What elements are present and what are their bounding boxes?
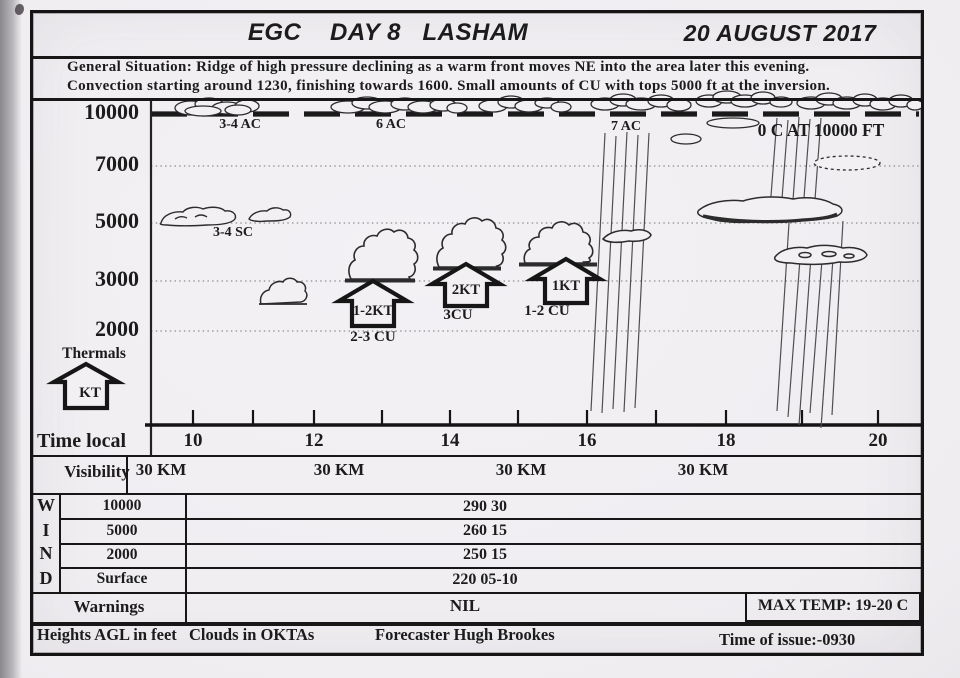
wind-level-surface: Surface [96, 570, 148, 587]
freezing-level-label: 0 C AT 10000 FT [757, 120, 885, 140]
wind-value-5000: 260 15 [463, 522, 507, 539]
warnings-label: Warnings [73, 597, 145, 616]
wind-row-divider-3 [59, 567, 921, 569]
small-cumulus [259, 277, 308, 305]
ac-right-label: 7 AC [611, 119, 641, 134]
photo-artifact [13, 2, 26, 17]
wind-letter-n: N [39, 543, 53, 563]
wind-level-divider [185, 493, 187, 622]
visibility-value-2: 30 KM [313, 460, 365, 479]
ac-dotted-cloud [813, 155, 881, 171]
page-date: 20 AUGUST 2017 [683, 20, 877, 46]
large-flat-cloud [697, 196, 843, 224]
footer-heights: Heights AGL in feet [37, 625, 177, 644]
footer-divider [33, 622, 921, 626]
page-title: EGC DAY 8 LASHAM [247, 19, 529, 46]
general-situation-divider [33, 98, 921, 101]
hour-label-20: 20 [868, 430, 888, 451]
wind-letter-d: D [39, 568, 53, 588]
hour-label-18: 18 [716, 430, 736, 451]
visibility-value-4: 30 KM [677, 460, 729, 479]
visibility-label: Visibility [64, 462, 130, 481]
max-temp-box: MAX TEMP: 19-20 C [745, 592, 921, 622]
title-divider [33, 56, 921, 59]
hour-label-12: 12 [304, 430, 324, 451]
wind-letter-i: I [42, 520, 50, 540]
ac-left-label: 3-4 AC [219, 117, 261, 132]
height-label-2000: 2000 [95, 316, 139, 341]
visibility-value-1: 30 KM [135, 460, 187, 479]
wind-value-surface: 220 05-10 [452, 571, 518, 588]
hour-label-10: 10 [183, 430, 203, 451]
visibility-divider [126, 455, 128, 493]
height-label-3000: 3000 [95, 266, 139, 291]
warnings-value: NIL [449, 596, 481, 615]
cumulus-3 [519, 221, 597, 267]
footer-forecaster: Forecaster Hugh Brookes [375, 625, 555, 644]
time-row-divider [33, 455, 921, 457]
wind-letter-divider [59, 493, 61, 592]
general-situation-line1: General Situation: Ridge of high pressur… [67, 59, 810, 75]
thermals-kt-label: KT [79, 385, 101, 401]
wind-letter-w: W [37, 495, 55, 515]
sc-clouds [159, 206, 292, 227]
cu2-amount-label: 3CU [443, 307, 473, 323]
hour-label-14: 14 [440, 430, 460, 451]
wind-row-divider-1 [59, 518, 921, 520]
virga-hatching [590, 116, 844, 429]
ac-mid-label: 6 AC [376, 117, 406, 132]
cu3-strength-label: 1KT [551, 278, 581, 294]
height-label-10000: 10000 [84, 99, 139, 124]
sc-label: 3-4 SC [212, 225, 254, 240]
wind-value-10000: 290 30 [463, 498, 507, 515]
hour-label-16: 16 [577, 430, 597, 451]
visibility-row-divider [33, 493, 921, 495]
time-axis-label: Time local [37, 430, 127, 452]
wind-level-2000: 2000 [106, 546, 138, 563]
cu2-strength-label: 2KT [451, 282, 481, 298]
height-label-5000: 5000 [95, 208, 139, 233]
textured-cloud [773, 244, 868, 266]
time-axis-ticks [191, 410, 880, 424]
cu1-strength-label: 1-2KT [352, 303, 394, 319]
wind-table-bottom-divider [33, 592, 921, 594]
cumulus-2 [433, 217, 507, 271]
footer-issue-time: Time of issue:-0930 [719, 630, 856, 649]
wind-value-2000: 250 15 [463, 546, 507, 563]
forecast-sheet: EGC DAY 8 LASHAM 20 AUGUST 2017 General … [30, 10, 924, 656]
visibility-value-3: 30 KM [495, 460, 547, 479]
wind-level-5000: 5000 [106, 522, 138, 539]
footer-clouds: Clouds in OKTAs [189, 625, 315, 644]
wind-level-10000: 10000 [102, 497, 142, 514]
wind-row-divider-2 [59, 543, 921, 545]
height-label-7000: 7000 [95, 151, 139, 176]
thermals-label: Thermals [62, 345, 126, 362]
general-situation-line2: Convection starting around 1230, finishi… [67, 78, 831, 94]
cu3-amount-label: 1-2 CU [524, 303, 570, 319]
max-temp-value: MAX TEMP: 19-20 C [757, 597, 909, 614]
cu1-amount-label: 2-3 CU [350, 329, 396, 345]
lenticular-cloud [601, 228, 652, 244]
cumulus-1 [345, 228, 419, 283]
